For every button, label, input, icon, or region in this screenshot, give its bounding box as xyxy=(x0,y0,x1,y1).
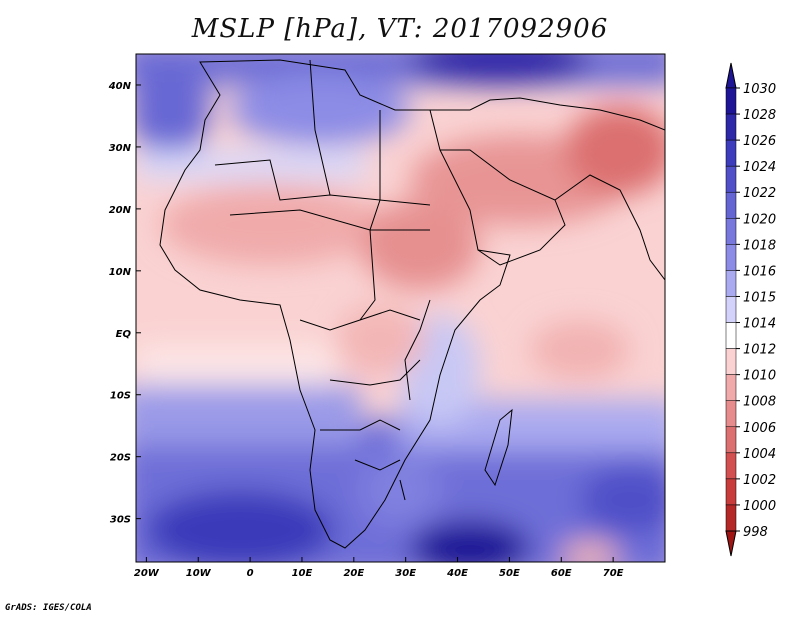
grads-credit: GrADS: IGES/COLA xyxy=(5,603,92,613)
lon-tick-label: 10E xyxy=(292,568,313,579)
pressure-field xyxy=(136,54,665,562)
lat-tick-label: 20S xyxy=(110,453,131,464)
lat-tick-label: 30N xyxy=(109,143,132,154)
colorbar-label: 1030 xyxy=(743,82,776,97)
colorbar-swatch xyxy=(725,270,737,297)
colorbar-label: 1018 xyxy=(743,238,776,253)
colorbar-label: 1010 xyxy=(743,369,776,384)
colorbar-swatch xyxy=(725,113,737,141)
lat-tick-label: 30S xyxy=(110,515,131,526)
lat-tick-label: 40N xyxy=(108,81,132,92)
lon-tick-label: 0 xyxy=(247,568,254,579)
colorbar-label: 1002 xyxy=(743,473,776,488)
map-title: MSLP [hPa], VT: 2017092906 xyxy=(191,14,609,44)
colorbar-bottom-arrow xyxy=(725,530,737,557)
lat-tick-label: 10N xyxy=(109,267,132,278)
lon-axis: 20W 10W 0 10E 20E 30E 40E 50E 60E 70E xyxy=(134,557,624,579)
colorbar-label: 1020 xyxy=(743,212,776,227)
colorbar-swatch xyxy=(725,452,737,480)
colorbar-swatch xyxy=(725,296,737,323)
lon-tick-label: 50E xyxy=(499,568,520,579)
colorbar-label: 1004 xyxy=(743,447,776,462)
colorbar-label: 1008 xyxy=(743,395,776,410)
colorbar-label: 1026 xyxy=(743,134,776,149)
colorbar-label: 998 xyxy=(743,525,768,540)
lon-tick-label: 60E xyxy=(551,568,572,579)
lon-tick-label: 10W xyxy=(186,568,212,579)
lat-tick-label: 10S xyxy=(110,391,131,402)
lon-tick-label: 20W xyxy=(134,568,160,579)
colorbar-swatch xyxy=(725,244,737,271)
colorbar-swatch xyxy=(725,218,737,245)
colorbar-swatch xyxy=(725,139,737,167)
lon-tick-label: 40E xyxy=(446,568,468,579)
lon-tick-label: 20E xyxy=(343,568,364,579)
colorbar-label: 1014 xyxy=(743,317,776,332)
colorbar-swatch xyxy=(725,478,737,506)
colorbar-swatch xyxy=(725,504,737,532)
colorbar-swatch xyxy=(725,374,737,401)
colorbar-label: 1015 xyxy=(743,290,776,305)
colorbar-swatch xyxy=(725,400,737,428)
lat-tick-label: 20N xyxy=(109,205,132,216)
colorbar-label: 1028 xyxy=(743,108,776,123)
colorbar-label: 1022 xyxy=(743,186,776,201)
colorbar: 1030 1028 1026 1024 1022 1020 1018 1016 1015 1014… xyxy=(725,62,776,557)
colorbar-label: 1012 xyxy=(743,343,776,358)
lat-tick-label: EQ xyxy=(116,329,132,340)
map-frame xyxy=(135,53,666,563)
colorbar-label: 1000 xyxy=(743,499,776,514)
colorbar-label: 1016 xyxy=(743,264,776,279)
colorbar-swatch xyxy=(725,426,737,454)
lon-tick-label: 70E xyxy=(603,568,624,579)
coastlines xyxy=(159,59,665,549)
colorbar-swatch xyxy=(725,87,737,115)
colorbar-label: 1006 xyxy=(743,421,776,436)
colorbar-label: 1024 xyxy=(743,160,776,175)
colorbar-swatch xyxy=(725,348,737,375)
lat-axis: 40N 30N 20N 10N EQ 10S 20S 30S xyxy=(108,81,141,526)
colorbar-swatch xyxy=(725,191,737,219)
lon-tick-label: 30E xyxy=(395,568,416,579)
colorbar-swatch xyxy=(725,165,737,193)
colorbar-top-arrow xyxy=(725,62,737,89)
colorbar-swatch xyxy=(725,322,737,349)
